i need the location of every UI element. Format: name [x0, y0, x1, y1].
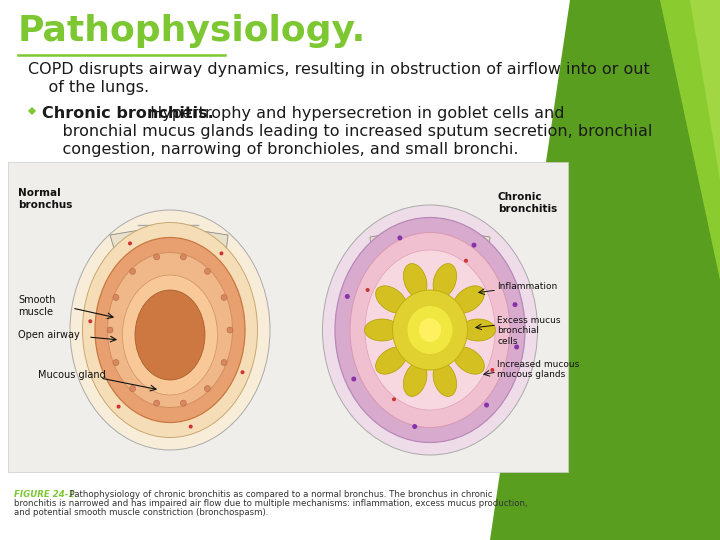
Text: Chronic bronchitis.: Chronic bronchitis. [42, 106, 214, 121]
Ellipse shape [351, 376, 356, 381]
Text: bronchitis is narrowed and has impaired air flow due to multiple mechanisms: inf: bronchitis is narrowed and has impaired … [14, 499, 528, 508]
Ellipse shape [461, 319, 495, 341]
Ellipse shape [180, 400, 186, 406]
Text: Chronic
bronchitis: Chronic bronchitis [498, 192, 557, 214]
Text: and potential smooth muscle constriction (bronchospasm).: and potential smooth muscle constriction… [14, 508, 269, 517]
Ellipse shape [221, 294, 227, 300]
Text: FIGURE 24-1: FIGURE 24-1 [14, 490, 74, 499]
Ellipse shape [70, 210, 270, 450]
Ellipse shape [366, 288, 369, 292]
Ellipse shape [513, 302, 518, 307]
Ellipse shape [83, 222, 258, 437]
Ellipse shape [392, 290, 467, 370]
Text: Smooth
muscle: Smooth muscle [18, 295, 55, 316]
Ellipse shape [323, 205, 538, 455]
Ellipse shape [130, 268, 135, 274]
Ellipse shape [240, 370, 245, 374]
Text: Inflammation: Inflammation [497, 282, 557, 291]
Ellipse shape [89, 319, 92, 323]
Ellipse shape [376, 286, 407, 313]
Ellipse shape [376, 347, 407, 374]
Text: Normal
bronchus: Normal bronchus [18, 188, 73, 210]
Ellipse shape [392, 397, 396, 401]
Ellipse shape [130, 386, 135, 392]
Polygon shape [600, 0, 720, 280]
Ellipse shape [397, 235, 402, 240]
Ellipse shape [419, 318, 441, 342]
Polygon shape [28, 107, 36, 115]
Ellipse shape [107, 253, 233, 408]
Ellipse shape [204, 386, 210, 392]
Ellipse shape [364, 319, 400, 341]
Ellipse shape [117, 404, 120, 409]
Ellipse shape [113, 294, 119, 300]
Text: COPD disrupts airway dynamics, resulting in obstruction of airflow into or out: COPD disrupts airway dynamics, resulting… [28, 62, 649, 77]
Ellipse shape [153, 400, 160, 406]
Polygon shape [490, 0, 720, 540]
Polygon shape [370, 232, 403, 262]
Ellipse shape [484, 403, 489, 408]
Ellipse shape [490, 368, 495, 372]
Ellipse shape [180, 254, 186, 260]
Ellipse shape [221, 360, 227, 366]
Ellipse shape [113, 360, 119, 366]
Ellipse shape [107, 327, 113, 333]
Ellipse shape [365, 250, 495, 410]
Polygon shape [457, 232, 490, 262]
Ellipse shape [135, 290, 205, 380]
Ellipse shape [433, 264, 456, 298]
Text: Increased mucous
mucous glands: Increased mucous mucous glands [497, 360, 580, 380]
Text: of the lungs.: of the lungs. [28, 80, 149, 95]
Polygon shape [660, 0, 720, 180]
Ellipse shape [454, 286, 485, 313]
Ellipse shape [408, 306, 452, 354]
Ellipse shape [454, 347, 485, 374]
Ellipse shape [204, 268, 210, 274]
Polygon shape [110, 230, 150, 262]
Ellipse shape [403, 264, 427, 298]
Ellipse shape [220, 252, 223, 255]
Ellipse shape [153, 254, 160, 260]
FancyBboxPatch shape [8, 162, 568, 472]
Ellipse shape [189, 424, 193, 429]
Ellipse shape [128, 241, 132, 245]
Ellipse shape [345, 294, 350, 299]
Ellipse shape [335, 218, 525, 442]
Ellipse shape [472, 242, 477, 248]
Ellipse shape [227, 327, 233, 333]
Polygon shape [195, 230, 228, 262]
Ellipse shape [403, 362, 427, 396]
Text: congestion, narrowing of bronchioles, and small bronchi.: congestion, narrowing of bronchioles, an… [42, 142, 518, 157]
Text: bronchial mucus glands leading to increased sputum secretion, bronchial: bronchial mucus glands leading to increa… [42, 124, 652, 139]
Ellipse shape [95, 238, 245, 422]
Text: Hypertrophy and hypersecretion in goblet cells and: Hypertrophy and hypersecretion in goblet… [145, 106, 564, 121]
Text: Excess mucus
bronchial
cells: Excess mucus bronchial cells [497, 316, 560, 346]
Text: Mucous gland: Mucous gland [38, 370, 106, 380]
Ellipse shape [413, 424, 417, 429]
Ellipse shape [464, 259, 468, 263]
Ellipse shape [433, 362, 456, 396]
Text: Open airway: Open airway [18, 330, 80, 340]
Text: Pathophysiology.: Pathophysiology. [18, 14, 366, 48]
Text: Pathophysiology of chronic bronchitis as compared to a normal bronchus. The bron: Pathophysiology of chronic bronchitis as… [64, 490, 492, 499]
Ellipse shape [350, 233, 510, 428]
Ellipse shape [122, 275, 217, 395]
Ellipse shape [514, 345, 519, 349]
